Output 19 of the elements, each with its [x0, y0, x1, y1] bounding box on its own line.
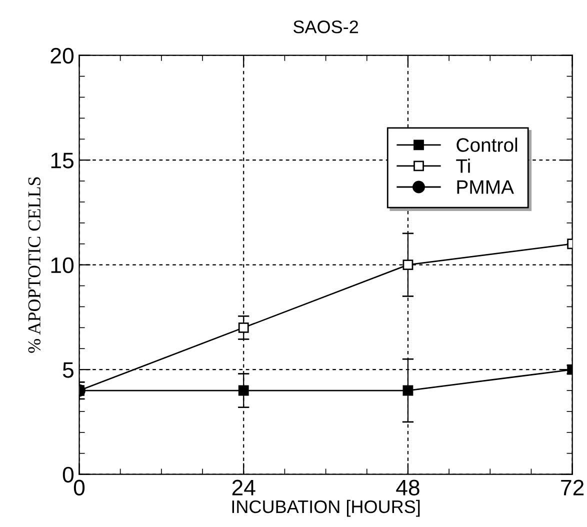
y-tick-label: 15: [51, 152, 74, 168]
y-tick-label: 0: [62, 466, 74, 483]
x-axis-title: INCUBATION [HOURS]: [232, 500, 420, 517]
point: [238, 385, 249, 396]
x-tick-label: 0: [74, 480, 85, 496]
point: [402, 385, 414, 396]
x-tick-label: 72: [561, 480, 584, 496]
legend-label: Control: [456, 138, 518, 152]
y-tick-label: 5: [62, 362, 74, 378]
y-tick-label: 20: [50, 48, 74, 64]
x-tick-label: 24: [232, 480, 256, 496]
chart-title: SAOS-2: [293, 20, 358, 34]
y-tick-label: 10: [51, 257, 74, 274]
point: [402, 260, 414, 270]
y-axis-title: % APOPTOTIC CELLS: [28, 177, 41, 353]
x-tick-label: 48: [396, 480, 420, 496]
legend-label: Ti: [456, 158, 470, 173]
point: [238, 322, 249, 333]
legend-label: PMMA: [457, 180, 514, 194]
